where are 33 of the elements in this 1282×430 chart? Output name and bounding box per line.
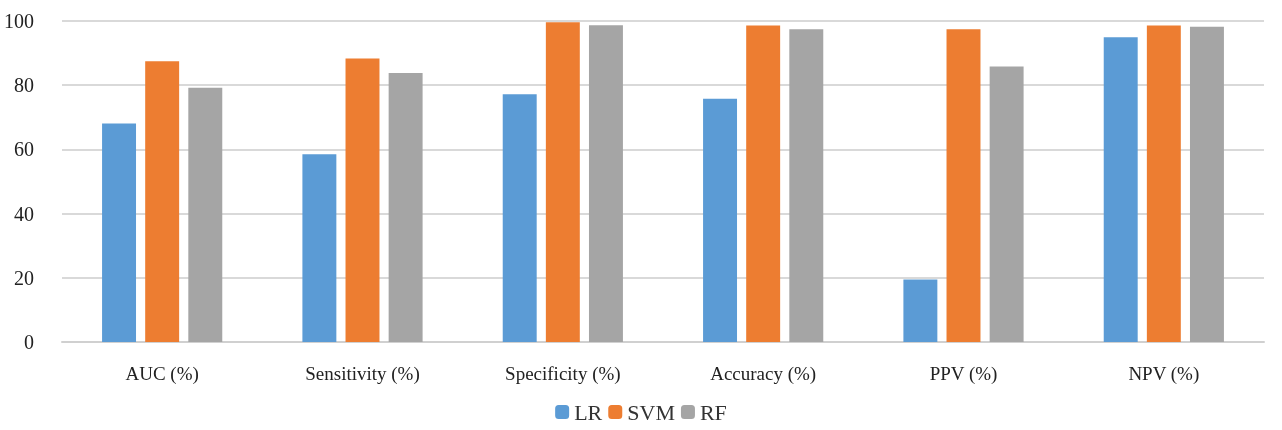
bar xyxy=(102,123,137,342)
y-tick-label: 0 xyxy=(24,331,34,353)
y-tick-label: 60 xyxy=(14,138,34,161)
bar xyxy=(1146,25,1181,342)
x-tick-label: AUC (%) xyxy=(125,363,199,385)
y-tick-label: 80 xyxy=(14,74,34,97)
legend-label: LR xyxy=(574,399,603,425)
bar xyxy=(188,87,223,342)
x-tick-label: Accuracy (%) xyxy=(710,363,817,385)
bar xyxy=(388,73,423,342)
bar xyxy=(145,61,180,342)
bar xyxy=(1103,37,1138,342)
y-tick-label: 100 xyxy=(4,10,34,32)
x-tick-label: PPV (%) xyxy=(929,363,998,385)
bar xyxy=(1189,26,1224,342)
x-tick-label: NPV (%) xyxy=(1128,363,1200,385)
bar xyxy=(746,25,781,342)
bar xyxy=(946,29,981,342)
bar xyxy=(302,154,337,342)
legend-label: RF xyxy=(699,399,727,425)
bar xyxy=(903,279,938,342)
x-tick-label: Sensitivity (%) xyxy=(305,363,420,385)
legend-label: SVM xyxy=(627,399,675,425)
bar xyxy=(703,98,738,342)
bar xyxy=(989,66,1024,342)
y-tick-label: 40 xyxy=(14,202,34,225)
bar xyxy=(545,22,580,342)
bar xyxy=(789,29,824,342)
bar xyxy=(345,58,380,342)
bar xyxy=(502,94,537,342)
x-tick-label: Specificity (%) xyxy=(505,363,621,385)
y-tick-label: 20 xyxy=(14,266,34,289)
bar xyxy=(588,25,623,342)
